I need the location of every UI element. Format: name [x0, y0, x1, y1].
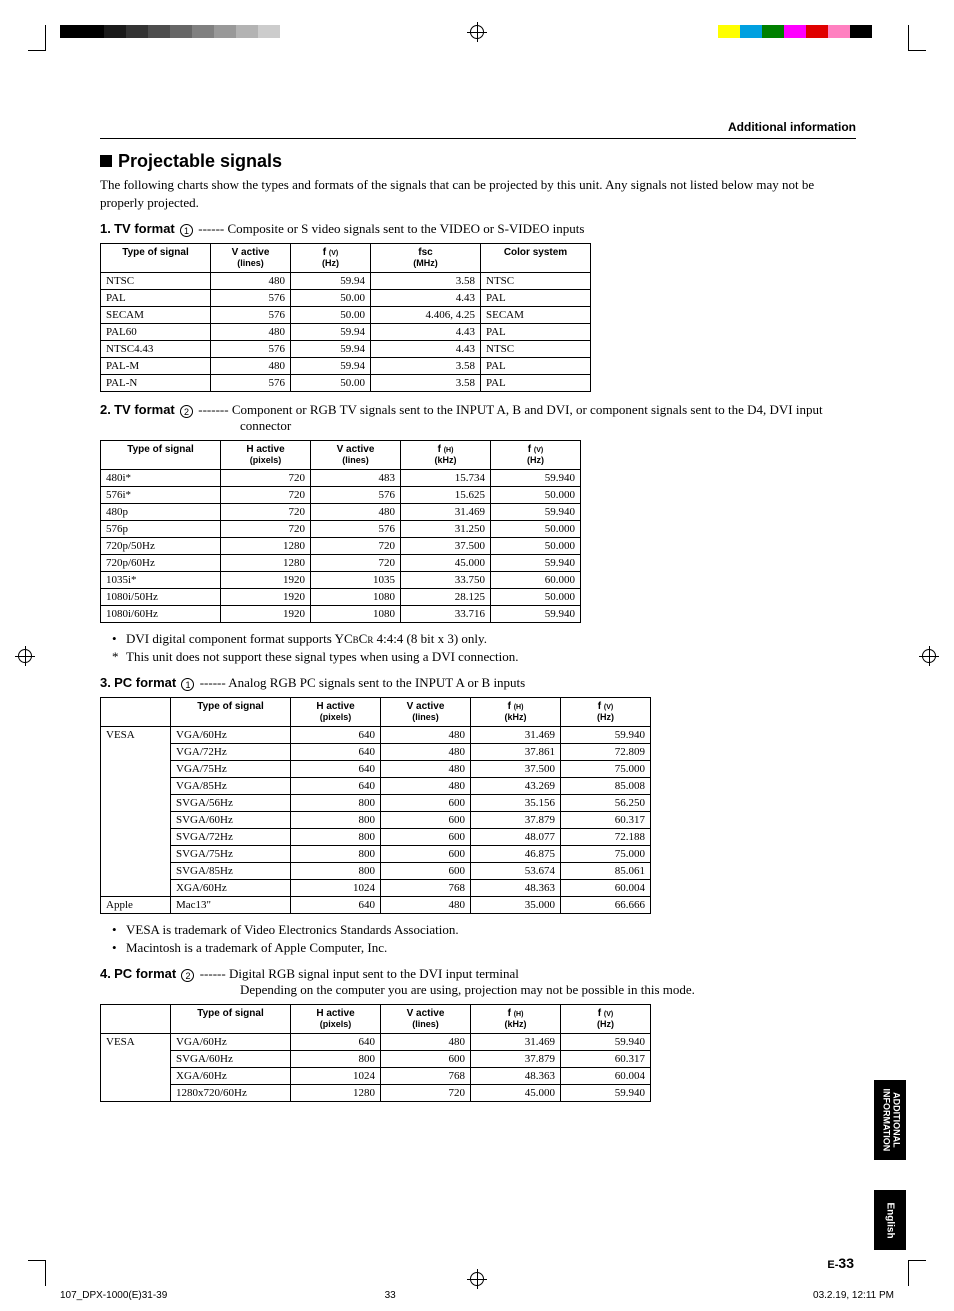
section-intro: The following charts show the types and … [100, 176, 856, 211]
table-pc-format-1: Type of signalH active(pixels)V active(l… [100, 697, 651, 914]
note-vesa: VESA is trademark of Video Electronics S… [112, 922, 856, 938]
note-dvi: DVI digital component format supports YC… [112, 631, 856, 647]
side-tab-english: English [874, 1190, 906, 1250]
table-tv-format-2: Type of signalH active(pixels)V active(l… [100, 440, 581, 623]
subhead-3: 3. PC format 1 ------ Analog RGB PC sign… [100, 675, 856, 691]
subhead-4: 4. PC format 2 ------ Digital RGB signal… [100, 966, 856, 982]
subhead-2: 2. TV format 2 ------- Component or RGB … [100, 402, 856, 418]
grayscale-bar [60, 25, 280, 38]
header-title: Additional information [100, 120, 856, 134]
table-tv-format-1: Type of signalV active(lines)f (V)(Hz)fs… [100, 243, 591, 392]
table-pc-format-2: Type of signalH active(pixels)V active(l… [100, 1004, 651, 1102]
header-rule [100, 138, 856, 139]
section-title: Projectable signals [100, 151, 856, 172]
page-number: E-33 [827, 1255, 854, 1271]
notes-3: VESA is trademark of Video Electronics S… [112, 922, 856, 956]
page-content: Additional information Projectable signa… [100, 120, 856, 1102]
note-mac: Macintosh is a trademark of Apple Comput… [112, 940, 856, 956]
note-ast: This unit does not support these signal … [112, 649, 856, 665]
subhead-4-cont: Depending on the computer you are using,… [240, 982, 856, 998]
side-tab-additional: ADDITIONALINFORMATION [874, 1080, 906, 1160]
subhead-1: 1. TV format 1 ------ Composite or S vid… [100, 221, 856, 237]
notes-2: DVI digital component format supports YC… [112, 631, 856, 665]
color-bar [718, 25, 894, 38]
subhead-2-cont: connector [240, 418, 856, 434]
print-footer: 107_DPX-1000(E)31-39 33 03.2.19, 12:11 P… [60, 1290, 894, 1301]
